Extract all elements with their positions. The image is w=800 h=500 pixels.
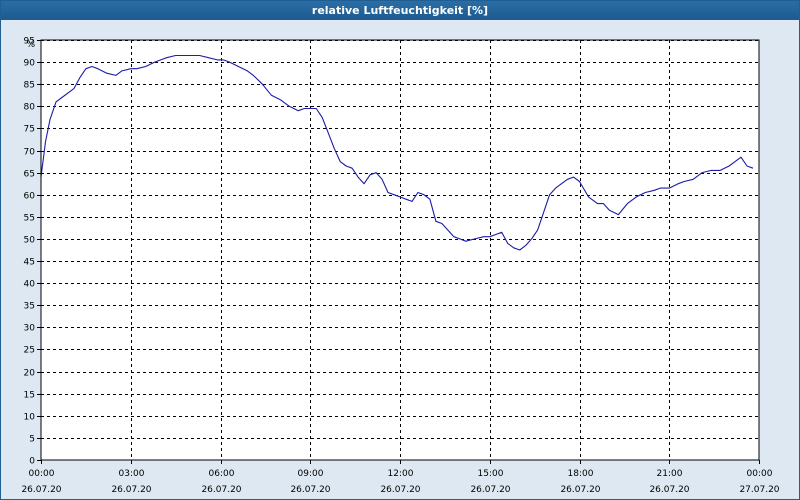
y-tick-label: 70 xyxy=(24,148,36,158)
x-axis: 00:00 26.07.20 03:00 26.07.20 06:00 26.07.20 0… xyxy=(21,460,780,495)
x-tick-time-label: 18:00 xyxy=(568,469,594,479)
x-tick-date-label: 26.07.20 xyxy=(380,485,420,495)
x-tick-date-label: 26.07.20 xyxy=(470,485,510,495)
x-tick-time-label: 00:00 xyxy=(747,469,773,479)
y-tick-label: 50 xyxy=(24,236,36,246)
grid-lines xyxy=(41,40,759,460)
y-tick-label: 75 xyxy=(24,125,35,135)
y-tick-label: 90 xyxy=(24,59,36,69)
x-tick-date-label: 26.07.20 xyxy=(649,485,689,495)
x-tick-date-label: 26.07.20 xyxy=(21,485,61,495)
x-tick-time-label: 06:00 xyxy=(209,469,235,479)
x-tick-time-label: 03:00 xyxy=(119,469,145,479)
x-tick-date-label: 26.07.20 xyxy=(111,485,151,495)
y-tick-label: 45 xyxy=(24,258,35,268)
x-tick-time-label: 12:00 xyxy=(388,469,414,479)
y-tick-label: 40 xyxy=(24,280,36,290)
y-tick-label: 35 xyxy=(24,302,35,312)
y-tick-label: 30 xyxy=(24,324,36,334)
x-tick-date-label: 26.07.20 xyxy=(560,485,600,495)
y-axis: 0 5 10 15 20 25 30 35 40 45 50 55 60 65 70 75 80 85 90 95% xyxy=(24,37,41,467)
x-tick-time-label: 15:00 xyxy=(478,469,504,479)
plot-border xyxy=(40,39,760,461)
x-tick-time-label: 00:00 xyxy=(29,469,55,479)
x-tick-date-label: 26.07.20 xyxy=(201,485,241,495)
y-tick-label: 60 xyxy=(24,192,36,202)
y-tick-label: 20 xyxy=(24,369,36,379)
x-tick-date-label: 26.07.20 xyxy=(290,485,330,495)
x-tick-date-label: 27.07.20 xyxy=(739,485,779,495)
y-tick-label: 15 xyxy=(24,391,35,401)
x-tick-time-label: 09:00 xyxy=(298,469,324,479)
y-tick-label: 0 xyxy=(29,457,35,467)
x-tick-time-label: 21:00 xyxy=(657,469,683,479)
y-tick-label: 95 xyxy=(24,37,35,47)
series-layer xyxy=(40,54,754,251)
y-tick-label: 55 xyxy=(24,214,35,224)
y-tick-label: 85 xyxy=(24,81,35,91)
chart-title: relative Luftfeuchtigkeit [%] xyxy=(1,1,799,20)
y-tick-label: 65 xyxy=(24,170,35,180)
y-tick-label: 25 xyxy=(24,346,35,356)
humidity-series-line xyxy=(40,54,754,251)
y-axis-unit-label: % xyxy=(26,40,35,50)
y-tick-label: 80 xyxy=(24,103,36,113)
y-tick-label: 5 xyxy=(29,435,35,445)
y-tick-label: 10 xyxy=(24,413,36,423)
